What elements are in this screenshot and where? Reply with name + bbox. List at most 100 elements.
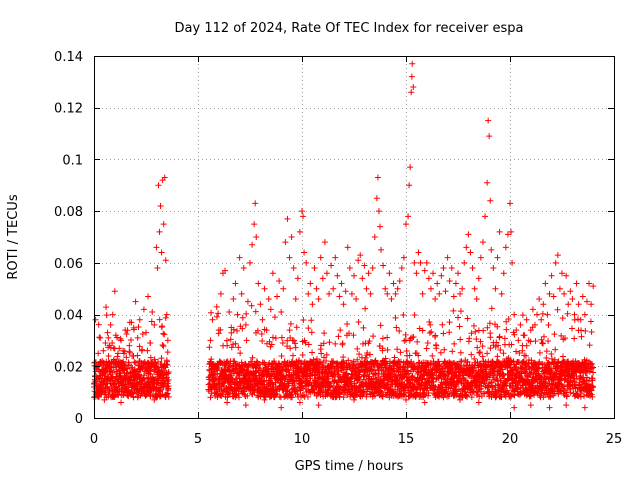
data-point bbox=[384, 290, 391, 297]
data-point bbox=[102, 340, 109, 347]
data-point bbox=[579, 293, 586, 300]
data-point bbox=[488, 379, 495, 386]
data-point bbox=[220, 342, 227, 349]
data-point bbox=[157, 387, 164, 394]
data-point bbox=[541, 361, 548, 368]
data-point bbox=[511, 311, 518, 318]
data-point bbox=[555, 358, 562, 365]
data-point bbox=[587, 318, 594, 325]
data-point bbox=[436, 393, 443, 400]
data-point bbox=[255, 280, 262, 287]
data-point bbox=[165, 376, 172, 383]
data-point bbox=[332, 254, 339, 261]
data-point bbox=[457, 358, 464, 365]
data-point bbox=[342, 288, 349, 295]
data-point bbox=[252, 368, 259, 375]
data-point bbox=[366, 338, 373, 345]
data-point bbox=[114, 350, 121, 357]
y-tick-labels: 0 0.02 0.04 0.06 0.08 0.1 0.12 0.14 bbox=[54, 50, 83, 427]
data-point bbox=[307, 280, 314, 287]
data-point bbox=[502, 244, 509, 251]
data-point bbox=[340, 301, 347, 308]
data-point bbox=[364, 388, 371, 395]
data-point bbox=[588, 301, 595, 308]
data-point bbox=[468, 394, 475, 401]
data-point bbox=[465, 231, 472, 238]
data-point bbox=[554, 252, 561, 259]
data-point bbox=[589, 361, 596, 368]
data-point bbox=[315, 374, 322, 381]
data-point bbox=[147, 340, 154, 347]
data-point bbox=[104, 329, 111, 336]
data-point bbox=[147, 354, 154, 361]
data-point bbox=[477, 254, 484, 261]
data-point bbox=[159, 323, 166, 330]
data-point bbox=[496, 228, 503, 235]
y-tick-label: 0.12 bbox=[54, 102, 83, 117]
data-point bbox=[145, 293, 152, 300]
data-point bbox=[271, 358, 278, 365]
data-point bbox=[439, 321, 446, 328]
data-point bbox=[497, 393, 504, 400]
data-point bbox=[589, 383, 596, 390]
data-point bbox=[213, 313, 220, 320]
data-point bbox=[269, 334, 276, 341]
data-point bbox=[379, 345, 386, 352]
data-point bbox=[519, 312, 526, 319]
data-point bbox=[103, 304, 110, 311]
data-markers bbox=[91, 60, 597, 411]
data-point bbox=[224, 399, 231, 406]
data-point bbox=[545, 321, 552, 328]
data-point bbox=[356, 351, 363, 358]
data-point bbox=[208, 309, 215, 316]
data-point bbox=[105, 352, 112, 359]
data-point bbox=[377, 223, 383, 230]
data-point bbox=[488, 383, 495, 390]
data-point bbox=[560, 353, 567, 360]
data-point bbox=[345, 357, 352, 364]
data-point bbox=[365, 270, 372, 277]
data-point bbox=[125, 393, 132, 400]
data-point bbox=[279, 340, 286, 347]
data-point bbox=[292, 384, 299, 391]
data-point bbox=[288, 234, 295, 240]
data-point bbox=[96, 362, 103, 369]
data-point bbox=[252, 308, 259, 315]
data-point bbox=[511, 392, 518, 399]
data-point bbox=[164, 349, 171, 356]
data-point bbox=[134, 352, 141, 359]
data-point bbox=[239, 314, 246, 321]
data-point bbox=[426, 329, 433, 336]
data-point bbox=[281, 376, 288, 383]
data-point bbox=[567, 389, 574, 396]
data-point bbox=[315, 296, 322, 303]
data-point bbox=[299, 352, 306, 359]
data-point bbox=[116, 345, 123, 352]
data-point bbox=[479, 353, 486, 360]
data-point bbox=[323, 358, 330, 365]
data-point bbox=[139, 346, 146, 353]
data-point bbox=[362, 354, 369, 361]
data-point bbox=[539, 339, 546, 346]
data-point bbox=[350, 332, 357, 339]
data-point bbox=[488, 305, 495, 312]
data-point bbox=[301, 249, 308, 256]
data-point bbox=[230, 296, 237, 303]
data-point bbox=[494, 254, 501, 261]
data-point bbox=[130, 393, 137, 400]
data-point bbox=[240, 265, 247, 272]
data-point bbox=[496, 333, 503, 340]
data-point bbox=[370, 333, 377, 340]
data-point bbox=[136, 316, 143, 323]
data-point bbox=[239, 366, 246, 373]
data-point bbox=[473, 296, 480, 303]
data-point bbox=[95, 350, 102, 357]
data-point bbox=[157, 202, 164, 209]
data-point bbox=[509, 259, 516, 266]
x-tick-label: 25 bbox=[606, 432, 623, 447]
data-point bbox=[589, 375, 596, 382]
data-point bbox=[154, 265, 161, 272]
data-point bbox=[459, 285, 466, 292]
plot-frame bbox=[94, 56, 615, 419]
data-point bbox=[552, 259, 559, 266]
